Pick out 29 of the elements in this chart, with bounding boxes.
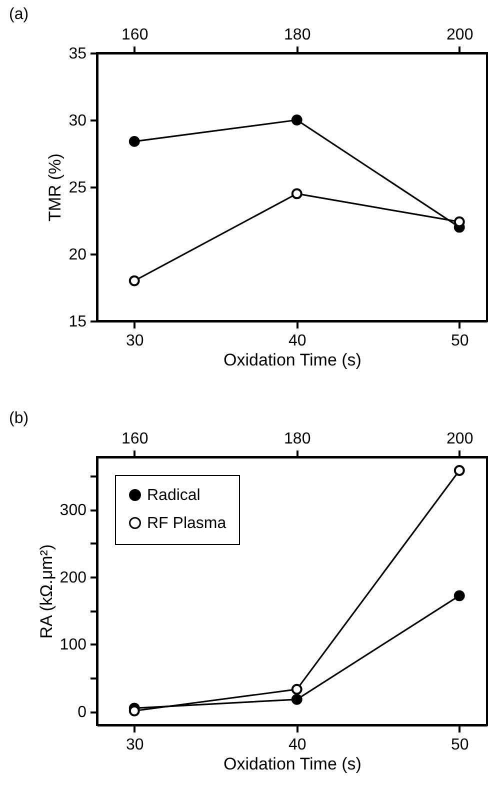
y-tick-label: 100	[60, 636, 87, 654]
x-tick-label: 30	[126, 332, 144, 350]
x-tick-label: 50	[450, 736, 469, 754]
y-tick-label: 300	[60, 502, 87, 520]
y-tick-label: 200	[60, 569, 87, 586]
x-axis-title: Oxidation Time (s)	[224, 754, 362, 774]
x-tick-label: 40	[288, 332, 306, 350]
x2-tick-label: 200	[446, 26, 474, 44]
x-axis-title: Oxidation Time (s)	[224, 350, 362, 370]
chart-title: (b)	[9, 410, 29, 427]
y-tick-label: 20	[68, 246, 87, 264]
legend-label: RF Plasma	[147, 515, 226, 532]
y-tick-label: 25	[68, 180, 87, 196]
y-tick-label: 35	[68, 46, 87, 62]
y-tick-label: 15	[68, 314, 87, 330]
x2-tick-label: 180	[284, 26, 311, 44]
x2-tick-label: 160	[122, 26, 148, 44]
y-tick-label: 0	[78, 704, 87, 722]
x2-tick-label: 180	[284, 430, 311, 448]
x2-tick-label: 160	[122, 430, 148, 448]
y-tick-label: 30	[68, 112, 87, 130]
y-axis-title: RA (kΩ.μm²)	[36, 544, 56, 639]
x2-tick-label: 200	[446, 430, 474, 448]
x-tick-label: 50	[450, 332, 469, 350]
x-tick-label: 30	[126, 736, 144, 754]
x-tick-label: 40	[288, 736, 306, 754]
chart-title: (a)	[9, 6, 29, 23]
legend-label: Radical	[147, 487, 200, 504]
y-axis-title: TMR (%)	[46, 154, 65, 222]
